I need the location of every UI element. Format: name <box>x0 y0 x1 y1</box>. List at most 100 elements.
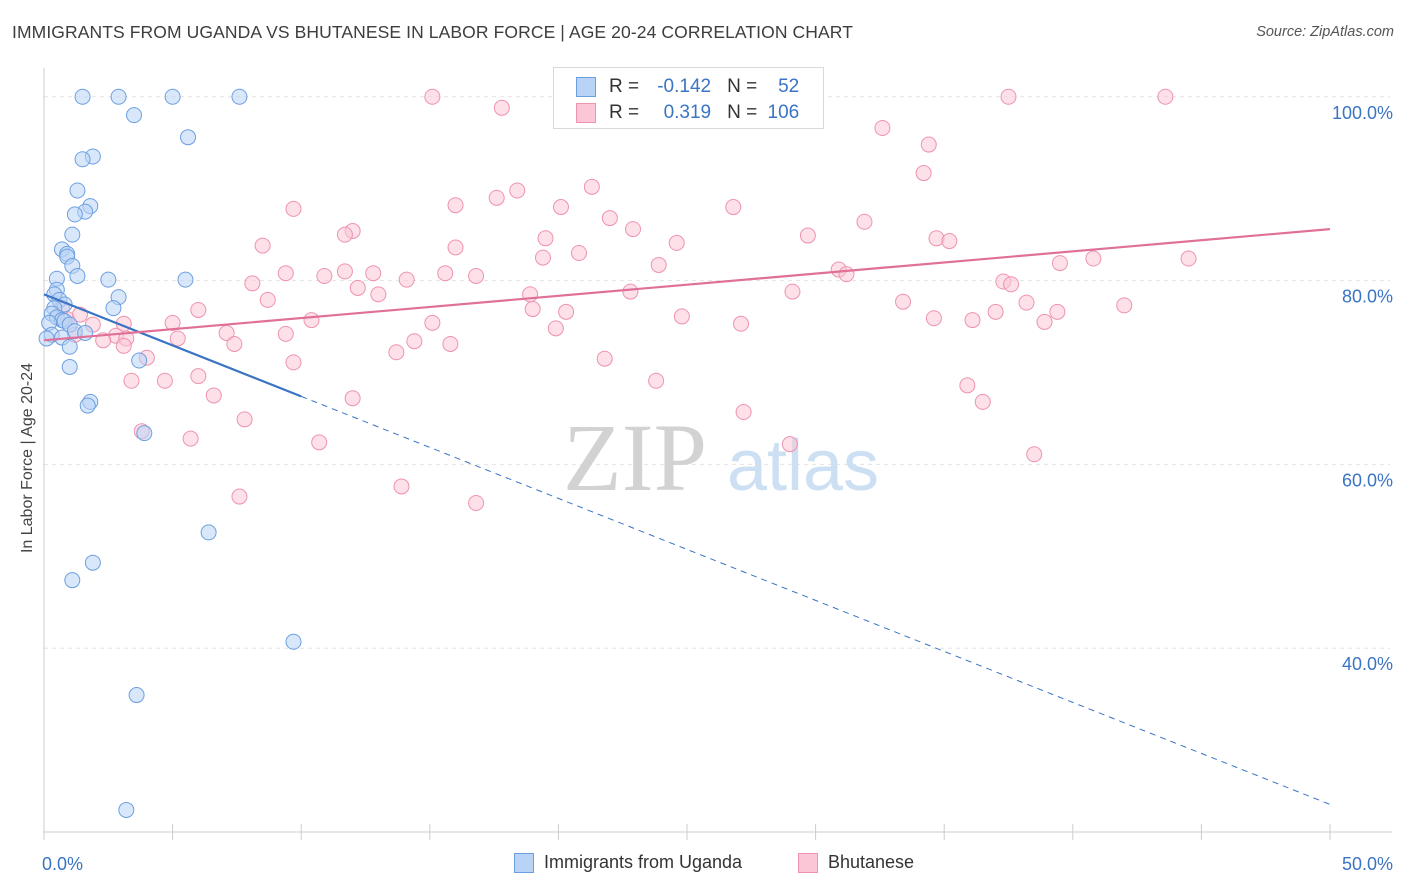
bhutanese-point <box>874 120 891 137</box>
uganda-point <box>136 425 153 442</box>
bhutanese-point <box>1049 303 1066 320</box>
bhutanese-point <box>115 337 132 354</box>
bhutanese-point <box>781 436 798 453</box>
bhutanese-point <box>928 230 945 247</box>
bhutanese-point <box>231 488 248 505</box>
y-tick-label: 60.0% <box>1342 470 1393 490</box>
bhutanese-point <box>1000 88 1017 105</box>
legend-n-label: N = <box>727 102 758 123</box>
bhutanese-point <box>624 221 641 238</box>
chart-title: IMMIGRANTS FROM UGANDA VS BHUTANESE IN L… <box>12 22 854 42</box>
bhutanese-point <box>987 303 1004 320</box>
uganda-point <box>180 129 197 146</box>
uganda-point <box>128 687 145 704</box>
bhutanese-point <box>583 178 600 195</box>
uganda-point <box>110 88 127 105</box>
bhutanese-point <box>974 393 991 410</box>
bhutanese-point <box>673 308 690 325</box>
bhutanese-point <box>1026 446 1043 463</box>
bhutanese-point <box>393 478 410 495</box>
uganda-point <box>177 271 194 288</box>
bhutanese-point <box>190 368 207 385</box>
bottom-legend-swatch-bhutanese <box>798 852 818 873</box>
bhutanese-point <box>277 325 294 342</box>
bottom-legend-swatch-uganda <box>514 852 534 873</box>
bhutanese-point <box>537 230 554 247</box>
bhutanese-point <box>799 227 816 244</box>
bhutanese-point <box>424 314 441 331</box>
bhutanese-point <box>1018 294 1035 311</box>
bhutanese-point <box>398 271 415 288</box>
bhutanese-point <box>1085 250 1102 267</box>
uganda-point <box>105 300 122 317</box>
bhutanese-point <box>285 354 302 371</box>
bhutanese-point <box>509 182 526 199</box>
bottom-legend-label-bhutanese: Bhutanese <box>828 852 915 872</box>
bhutanese-point <box>941 233 958 250</box>
bhutanese-point <box>915 165 932 182</box>
bhutanese-trend-line <box>43 228 1331 342</box>
uganda-trend-extension <box>301 395 1331 805</box>
bhutanese-point <box>1116 297 1133 314</box>
bhutanese-point <box>336 226 353 243</box>
bhutanese-point <box>406 333 423 350</box>
bhutanese-point <box>552 199 569 216</box>
legend-swatch-bhutanese <box>576 103 596 123</box>
bhutanese-point <box>254 237 271 254</box>
legend-r-label: R = <box>609 76 640 97</box>
bhutanese-point <box>336 263 353 280</box>
bottom-legend-label-uganda: Immigrants from Uganda <box>544 852 743 872</box>
bhutanese-point <box>925 310 942 327</box>
bhutanese-point <box>277 265 294 282</box>
bhutanese-point <box>570 245 587 261</box>
bhutanese-point <box>259 291 276 308</box>
bhutanese-point <box>622 283 639 300</box>
uganda-point <box>74 88 91 105</box>
legend-n-value-uganda: 52 <box>778 76 800 97</box>
bhutanese-point <box>236 411 253 428</box>
bhutanese-point <box>784 283 801 300</box>
axes <box>43 68 1392 840</box>
watermark: ZIP atlas <box>563 404 879 511</box>
bhutanese-point <box>668 234 685 251</box>
bhutanese-point <box>735 403 752 420</box>
bhutanese-point <box>959 377 976 394</box>
uganda-point <box>38 330 55 347</box>
uganda-point <box>64 226 81 243</box>
watermark-zip: ZIP <box>563 404 707 511</box>
bhutanese-point <box>442 335 459 352</box>
y-tick-label: 100.0% <box>1332 103 1393 123</box>
bhutanese-point <box>468 267 485 284</box>
uganda-point <box>79 397 96 414</box>
y-tick-label: 80.0% <box>1342 287 1393 307</box>
uganda-point <box>131 352 148 369</box>
bhutanese-point <box>311 434 328 451</box>
bhutanese-point <box>838 266 855 283</box>
bhutanese-point <box>648 372 665 389</box>
uganda-point <box>285 633 302 650</box>
bhutanese-point <box>1157 88 1174 105</box>
bhutanese-point <box>1036 313 1053 330</box>
bhutanese-point <box>856 213 873 230</box>
uganda-point <box>164 88 181 105</box>
uganda-point <box>61 358 78 375</box>
uganda-point <box>64 572 81 589</box>
legend-row-uganda: R = -0.142 N = 52 <box>576 75 799 99</box>
bhutanese-point <box>182 430 199 447</box>
bhutanese-point <box>303 312 320 329</box>
bhutanese-point <box>493 99 510 116</box>
y-tick-label: 40.0% <box>1342 654 1393 674</box>
legend-r-label: R = <box>609 102 640 123</box>
gridlines <box>44 96 1390 649</box>
bhutanese-point <box>226 335 243 352</box>
bhutanese-point <box>365 265 382 282</box>
bhutanese-point <box>349 279 366 296</box>
source-label: Source: ZipAtlas.com <box>1256 24 1394 40</box>
series-uganda-points <box>38 88 302 818</box>
x-tick-label: 0.0% <box>42 854 83 874</box>
bhutanese-point <box>534 249 551 266</box>
bottom-legend-bhutanese: Bhutanese <box>798 852 914 873</box>
bhutanese-point <box>285 200 302 217</box>
bhutanese-point <box>920 136 937 153</box>
